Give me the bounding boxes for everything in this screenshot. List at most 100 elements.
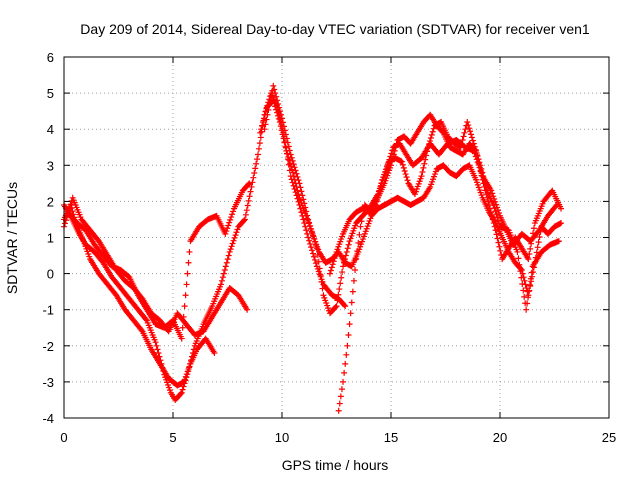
data-point	[430, 125, 437, 132]
data-point	[266, 102, 273, 109]
data-point	[525, 288, 532, 295]
data-point	[254, 156, 261, 163]
y-tick-label: 2	[47, 194, 54, 209]
data-point	[337, 393, 344, 400]
data-point	[283, 135, 290, 142]
data-point	[286, 147, 293, 154]
data-point	[492, 198, 499, 205]
data-point	[304, 230, 311, 237]
data-point	[460, 133, 467, 140]
data-point	[494, 204, 501, 211]
data-point	[525, 256, 532, 263]
data-point	[180, 313, 187, 320]
data-point	[315, 258, 322, 265]
data-point	[477, 168, 484, 175]
data-point	[462, 126, 469, 133]
series-6	[261, 82, 560, 317]
data-point	[479, 176, 486, 183]
data-point	[271, 86, 278, 93]
data-point	[234, 226, 241, 233]
data-point	[344, 245, 351, 252]
data-point	[428, 131, 435, 138]
data-point	[357, 223, 364, 230]
x-tick-label: 15	[384, 430, 398, 445]
y-tick-label: 1	[47, 231, 54, 246]
data-point	[400, 164, 407, 171]
data-point	[177, 390, 184, 397]
data-point	[227, 216, 234, 223]
data-point	[494, 214, 501, 221]
data-point	[241, 217, 248, 224]
data-point	[230, 237, 237, 244]
data-point	[305, 234, 312, 241]
data-point	[61, 220, 68, 227]
data-point	[267, 97, 274, 104]
data-point	[233, 229, 240, 236]
data-point	[230, 208, 237, 215]
data-point	[304, 212, 311, 219]
data-point	[242, 211, 249, 218]
data-point	[222, 230, 229, 237]
data-point	[224, 225, 231, 232]
data-point	[555, 238, 562, 245]
data-point	[314, 252, 321, 259]
data-point	[66, 204, 73, 211]
data-point	[527, 275, 534, 282]
data-point	[274, 109, 281, 116]
data-point	[229, 240, 236, 247]
data-point	[295, 191, 302, 198]
data-point	[280, 123, 287, 130]
y-tick-label: 0	[47, 267, 54, 282]
data-point	[558, 220, 565, 227]
data-point	[342, 303, 349, 310]
data-point	[255, 151, 262, 158]
data-point	[261, 126, 268, 133]
data-point	[484, 194, 491, 201]
data-point	[494, 235, 501, 242]
data-point	[495, 239, 502, 246]
data-point	[311, 256, 318, 263]
y-tick-label: 3	[47, 158, 54, 173]
data-point	[225, 252, 232, 259]
data-point	[227, 246, 234, 253]
data-point	[490, 220, 497, 227]
data-point	[279, 115, 285, 122]
data-point	[154, 346, 161, 353]
data-point	[401, 167, 408, 174]
data-point	[530, 225, 537, 232]
data-point	[496, 220, 503, 227]
data-point	[473, 147, 480, 154]
data-point	[229, 211, 236, 218]
data-point	[285, 143, 292, 150]
data-point	[524, 300, 531, 307]
data-point	[262, 108, 269, 115]
data-point	[296, 180, 303, 187]
data-point	[182, 292, 189, 299]
data-point	[219, 274, 226, 281]
data-point	[519, 281, 526, 288]
data-point	[342, 360, 349, 367]
data-point	[178, 335, 185, 342]
data-point	[334, 297, 341, 304]
data-point	[481, 183, 488, 190]
data-point	[178, 389, 185, 396]
data-point	[497, 247, 504, 254]
data-point	[475, 160, 482, 167]
data-marks	[61, 82, 565, 414]
data-point	[535, 239, 542, 246]
data-point	[496, 210, 503, 217]
data-point	[489, 190, 496, 197]
data-point	[536, 233, 543, 240]
data-point	[311, 238, 318, 245]
data-point	[402, 171, 409, 178]
data-point	[354, 248, 361, 255]
y-tick-label: -3	[42, 375, 54, 390]
data-point	[153, 342, 160, 349]
data-point	[278, 111, 285, 118]
data-point	[390, 151, 397, 158]
data-point	[457, 144, 464, 151]
data-point	[340, 263, 347, 270]
data-point	[558, 205, 565, 212]
data-point	[331, 255, 338, 262]
data-point	[226, 248, 233, 255]
